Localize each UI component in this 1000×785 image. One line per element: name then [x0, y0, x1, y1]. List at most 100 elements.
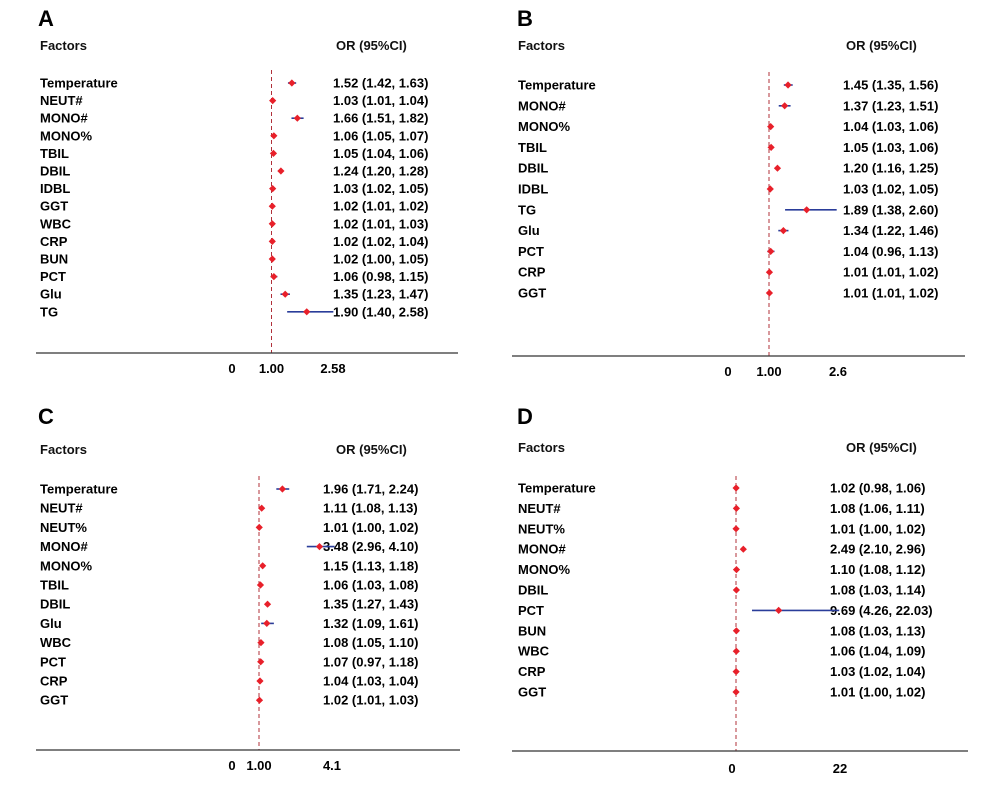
panel-a-or-value: 1.02 (1.01, 1.03)	[333, 216, 428, 231]
panel-a-factor-label: BUN	[40, 252, 68, 267]
panel-a-tick-label: 1.00	[259, 361, 284, 376]
panel-d-or-value: 1.06 (1.04, 1.09)	[830, 644, 925, 659]
panel-c-or-point	[315, 543, 324, 551]
panel-b-factor-label: DBIL	[518, 161, 548, 176]
panel-a-or-value: 1.02 (1.00, 1.05)	[333, 252, 428, 267]
panel-d-factor-label: NEUT#	[518, 501, 561, 516]
panel-d-or-point	[732, 627, 740, 635]
panel-d-tick-label: 0	[728, 761, 735, 776]
panel-b-or-point	[767, 123, 775, 131]
panel-c-or-point	[263, 619, 271, 627]
panel-c-header-factors: Factors	[40, 442, 87, 457]
panel-b-factor-label: Temperature	[518, 78, 596, 93]
panel-b-factor-label: IDBL	[518, 182, 548, 197]
panel-d-or-point	[739, 545, 747, 553]
panel-c-or-point	[258, 504, 266, 512]
panel-b-factor-label: TG	[518, 202, 536, 217]
panel-c-factor-label: MONO%	[40, 558, 92, 573]
panel-a-or-point	[269, 97, 277, 105]
panel-d-factor-label: CRP	[518, 664, 546, 679]
panel-a-or-point	[268, 237, 276, 245]
panel-d-or-value: 1.01 (1.00, 1.02)	[830, 685, 925, 700]
panel-c-factor-label: MONO#	[40, 539, 88, 554]
panel-b-or-value: 1.37 (1.23, 1.51)	[843, 98, 938, 113]
panel-a-tick-label: 2.58	[320, 361, 345, 376]
panel-c-factor-label: WBC	[40, 635, 72, 650]
panel-b-or-value: 1.34 (1.22, 1.46)	[843, 223, 938, 238]
panel-b-factor-label: PCT	[518, 244, 544, 259]
panel-c-or-point	[257, 658, 265, 666]
panel-b-or-point	[803, 206, 811, 214]
panel-d-or-value: 1.08 (1.03, 1.13)	[830, 623, 925, 638]
panel-c-tick-label: 0	[228, 758, 235, 773]
panel-b-or-value: 1.01 (1.01, 1.02)	[843, 265, 938, 280]
panel-a-or-value: 1.52 (1.42, 1.63)	[333, 76, 428, 91]
panel-a-header-or-ci: OR (95%CI)	[336, 38, 407, 53]
panel-a-or-value: 1.90 (1.40, 2.58)	[333, 304, 428, 319]
panel-b-or-point	[773, 164, 782, 172]
panel-a-or-point	[281, 290, 289, 298]
panel-c-or-point	[256, 581, 265, 589]
panel-d-or-point	[732, 484, 740, 492]
panel-a-or-point	[268, 220, 276, 228]
panel-a-or-point	[303, 308, 311, 316]
panel-c-or-point	[263, 600, 272, 608]
panel-b-tick-label: 1.00	[756, 364, 781, 379]
panel-b-or-value: 1.03 (1.02, 1.05)	[843, 182, 938, 197]
panel-b-or-point	[767, 143, 775, 151]
panel-c-or-point	[255, 523, 263, 531]
panel-a-or-value: 1.02 (1.01, 1.02)	[333, 199, 428, 214]
panel-a-or-value: 1.24 (1.20, 1.28)	[333, 164, 428, 179]
panel-a-or-value: 1.06 (1.05, 1.07)	[333, 128, 428, 143]
panel-a-or-value: 1.03 (1.01, 1.04)	[333, 93, 428, 108]
panel-a-or-point	[269, 185, 277, 193]
panel-c-or-value: 1.07 (0.97, 1.18)	[323, 654, 418, 669]
panel-b-or-value: 1.04 (1.03, 1.06)	[843, 119, 938, 134]
panel-c-tick-label: 4.1	[323, 758, 341, 773]
panel-c-label: C	[38, 404, 54, 429]
panel-b-label: B	[517, 6, 533, 31]
panel-a-factor-label: TBIL	[40, 146, 69, 161]
panel-d-label: D	[517, 404, 533, 429]
panel-d-or-value: 1.03 (1.02, 1.04)	[830, 664, 925, 679]
panel-c-or-value: 1.04 (1.03, 1.04)	[323, 674, 418, 689]
panel-b-tick-label: 2.6	[829, 364, 847, 379]
panel-c-or-value: 1.35 (1.27, 1.43)	[323, 597, 418, 612]
panel-c-or-value: 1.11 (1.08, 1.13)	[323, 501, 418, 516]
panel-c-or-value: 1.02 (1.01, 1.03)	[323, 693, 418, 708]
panel-a-factor-label: IDBL	[40, 181, 70, 196]
panel-c-factor-label: CRP	[40, 674, 68, 689]
panel-c-factor-label: DBIL	[40, 597, 70, 612]
panel-a-factor-label: TG	[40, 304, 58, 319]
panel-a-header-factors: Factors	[40, 38, 87, 53]
panel-c-factor-label: PCT	[40, 654, 66, 669]
panel-a-factor-label: WBC	[40, 216, 72, 231]
panel-c-or-point	[255, 696, 264, 704]
panel-a-factor-label: PCT	[40, 269, 66, 284]
panel-d-or-point	[732, 525, 740, 533]
panel-b-factor-label: CRP	[518, 265, 546, 280]
panel-a-factor-label: MONO%	[40, 128, 92, 143]
panel-b-or-point	[766, 185, 774, 193]
panel-c-or-value: 1.15 (1.13, 1.18)	[323, 558, 418, 573]
panel-a-factor-label: DBIL	[40, 164, 70, 179]
panel-d-header-or-ci: OR (95%CI)	[846, 440, 917, 455]
panel-a-factor-label: GGT	[40, 199, 68, 214]
panel-d-factor-label: MONO%	[518, 562, 570, 577]
panel-d-or-point	[732, 647, 740, 655]
panel-a-or-point	[270, 132, 278, 140]
panel-d-or-point	[732, 504, 740, 512]
panel-a-or-point	[270, 273, 278, 281]
panel-c-or-value: 1.32 (1.09, 1.61)	[323, 616, 418, 631]
panel-d-factor-label: GGT	[518, 685, 546, 700]
panel-b-or-point	[784, 81, 792, 89]
panel-d-factor-label: NEUT%	[518, 521, 565, 536]
panel-b-or-point	[765, 268, 774, 276]
panel-b-or-value: 1.05 (1.03, 1.06)	[843, 140, 938, 155]
panel-b-or-value: 1.89 (1.38, 2.60)	[843, 202, 938, 217]
panel-d-or-point	[732, 688, 740, 696]
panel-a-label: A	[38, 6, 54, 31]
panel-c-or-value: 1.01 (1.00, 1.02)	[323, 520, 418, 535]
panel-d-or-value: 2.49 (2.10, 2.96)	[830, 542, 925, 557]
